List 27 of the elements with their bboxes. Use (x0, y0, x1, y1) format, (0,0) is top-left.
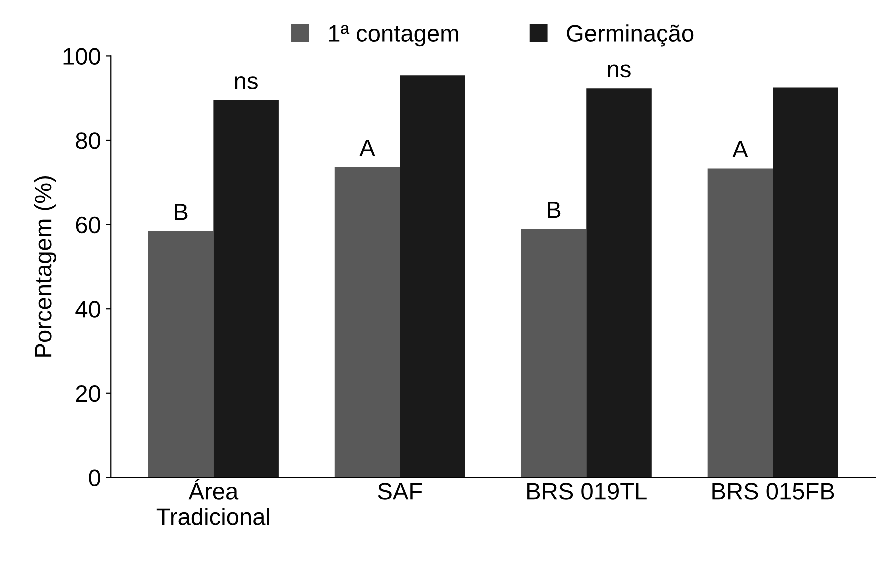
annotation: ns (235, 76, 258, 90)
bar (586, 88, 652, 478)
y-tick-label: 80 (76, 132, 100, 150)
bar (148, 232, 214, 478)
annotation: B (175, 204, 188, 220)
y-axis-title: Porcentagem (%) (34, 176, 56, 357)
bar (521, 229, 587, 478)
bar (708, 168, 774, 478)
bar (773, 88, 838, 478)
legend-label: Germinação (567, 24, 694, 47)
y-tick-label: 100 (64, 48, 100, 65)
bar (334, 167, 400, 478)
x-tick-label: Área Tradicional (156, 479, 270, 526)
x-tick-label: BRS 019TL (528, 483, 647, 500)
bar (214, 100, 279, 478)
y-tick-label: 20 (76, 385, 100, 402)
bar (400, 76, 466, 478)
annotation: B (548, 202, 561, 218)
y-tick-label: 60 (76, 216, 100, 234)
y-tick-label: 0 (89, 470, 100, 486)
y-tick-label: 40 (76, 301, 100, 318)
annotation: A (732, 141, 748, 158)
annotation: ns (608, 64, 631, 78)
legend-label: 1ª contagem (329, 25, 458, 47)
x-tick-label: SAF (378, 483, 422, 500)
x-tick-label: BRS 015FB (712, 483, 834, 500)
annotation: A (360, 140, 376, 156)
